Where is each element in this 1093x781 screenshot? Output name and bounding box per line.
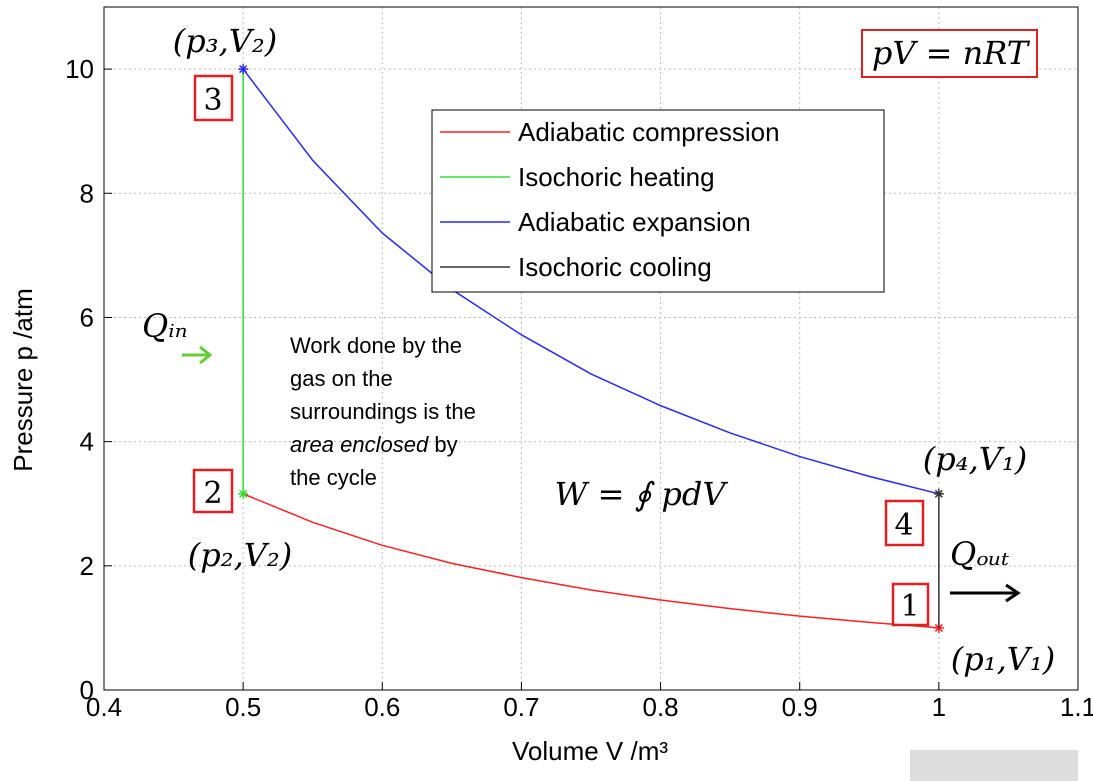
legend-label: Isochoric cooling (518, 252, 712, 282)
text-span: gas on the (290, 366, 393, 391)
y-tick-label: 2 (80, 551, 94, 581)
x-tick-label: 0.6 (364, 692, 400, 722)
legend-box (431, 109, 885, 293)
state-label: (p₄,V₁) (923, 440, 1027, 478)
photo-fragment (910, 750, 1078, 781)
y-tick-label: 4 (80, 427, 94, 457)
legend: Adiabatic compression Isochoric heating Ad… (431, 109, 885, 293)
annotations: (p₃,V₂) (p₂,V₂) (p₄,V₁) (p₁,V₁) 3 2 4 1 … (142, 22, 1055, 678)
point-marker (238, 64, 249, 75)
state-number: 1 (900, 589, 919, 624)
x-tick-label: 0.5 (225, 692, 261, 722)
state-number: 2 (203, 476, 222, 511)
legend-label: Adiabatic expansion (518, 207, 751, 237)
axes-frame (103, 6, 1079, 691)
q-in-label: Qᵢₙ (142, 307, 188, 345)
x-tick-label: 0.7 (503, 692, 539, 722)
work-text-line: area enclosed by (290, 432, 458, 457)
state-box (193, 74, 234, 122)
series-line (242, 68, 940, 495)
y-tick-label: 8 (80, 178, 94, 208)
legend-label: Adiabatic compression (518, 117, 780, 147)
x-tick-label: 1 (932, 692, 946, 722)
x-tick-label: 1.1 (1060, 692, 1093, 722)
y-tick-label: 6 (80, 302, 94, 332)
state-number: 4 (894, 508, 913, 543)
gas-law: pV = nRT (872, 34, 1031, 72)
q-out-arrow (950, 583, 1021, 603)
text-span: the cycle (290, 465, 377, 490)
state-box (192, 468, 234, 514)
gas-law-box (861, 29, 1038, 78)
state-label: (p₃,V₂) (173, 22, 277, 60)
state-label: (p₂,V₂) (188, 536, 292, 574)
marker-stroke (239, 489, 248, 498)
q-in-arrow (182, 345, 213, 365)
q-out-label: Qₒᵤₜ (950, 535, 1009, 573)
text-span: surroundings is the (290, 399, 476, 424)
work-text-line: gas on the (290, 366, 393, 391)
marker-stroke (934, 489, 943, 498)
x-tick-label: 0.9 (782, 692, 818, 722)
work-text: Work done by the gas on the surroundings i… (290, 333, 476, 490)
x-axis-label: Volume V /m³ (512, 736, 668, 766)
text-span: Work done by the (290, 333, 462, 358)
x-tick-label: 0.4 (86, 692, 122, 722)
legend-label: Isochoric heating (518, 162, 715, 192)
y-tick-label: 0 (80, 675, 94, 705)
work-text-line: Work done by the (290, 333, 462, 358)
text-span: area enclosed (290, 432, 429, 457)
state-box (891, 582, 930, 627)
series-line (242, 493, 939, 629)
point-marker (933, 488, 944, 499)
plot-area (104, 7, 1078, 690)
work-formula: W = ∮ pdV (555, 475, 729, 513)
x-tick-label: 0.8 (642, 692, 678, 722)
y-tick-label: 10 (65, 54, 94, 84)
point-marker (238, 488, 249, 499)
work-text-line: surroundings is the (290, 399, 476, 424)
state-label: (p₁,V₁) (951, 640, 1055, 678)
text-span: by (428, 432, 457, 457)
work-text-line: the cycle (290, 465, 377, 490)
state-number: 3 (203, 83, 222, 118)
state-box (884, 499, 925, 547)
y-axis-label: Pressure p /atm (8, 288, 38, 472)
marker-stroke (239, 65, 248, 74)
